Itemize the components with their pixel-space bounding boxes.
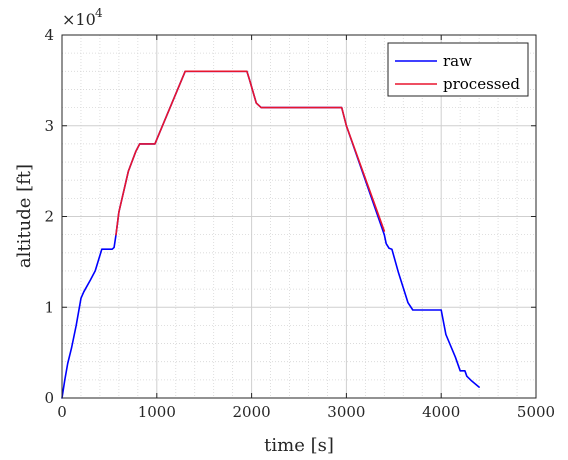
series-line-processed	[115, 70, 386, 236]
legend-label-raw: raw	[443, 52, 472, 70]
legend: raw processed	[387, 42, 529, 97]
x-tick-label: 0	[57, 403, 67, 421]
y-tick-label: 2	[44, 208, 54, 226]
legend-box	[387, 42, 529, 97]
series-layer	[61, 70, 480, 399]
x-tick-label: 4000	[422, 403, 460, 421]
x-tick-label: 5000	[517, 403, 555, 421]
x-tick-label: 3000	[327, 403, 365, 421]
y-tick-label: 0	[44, 389, 54, 407]
y-tick-label: 1	[44, 298, 54, 316]
legend-label-processed: processed	[443, 75, 520, 93]
y-exponent-label: ×10	[62, 10, 96, 29]
y-axis-label: altitude [ft]	[14, 164, 35, 268]
x-tick-label: 1000	[138, 403, 176, 421]
x-tick-label: 2000	[233, 403, 271, 421]
axis-ticks	[61, 34, 537, 399]
x-axis-label: time [s]	[264, 435, 334, 456]
y-exponent-power: 4	[95, 6, 103, 20]
y-tick-label: 4	[44, 26, 54, 44]
y-tick-labels: 0 1 2 3 4	[44, 26, 54, 407]
x-tick-labels: 0 1000 2000 3000 4000 5000	[57, 403, 555, 421]
y-tick-label: 3	[44, 117, 54, 135]
